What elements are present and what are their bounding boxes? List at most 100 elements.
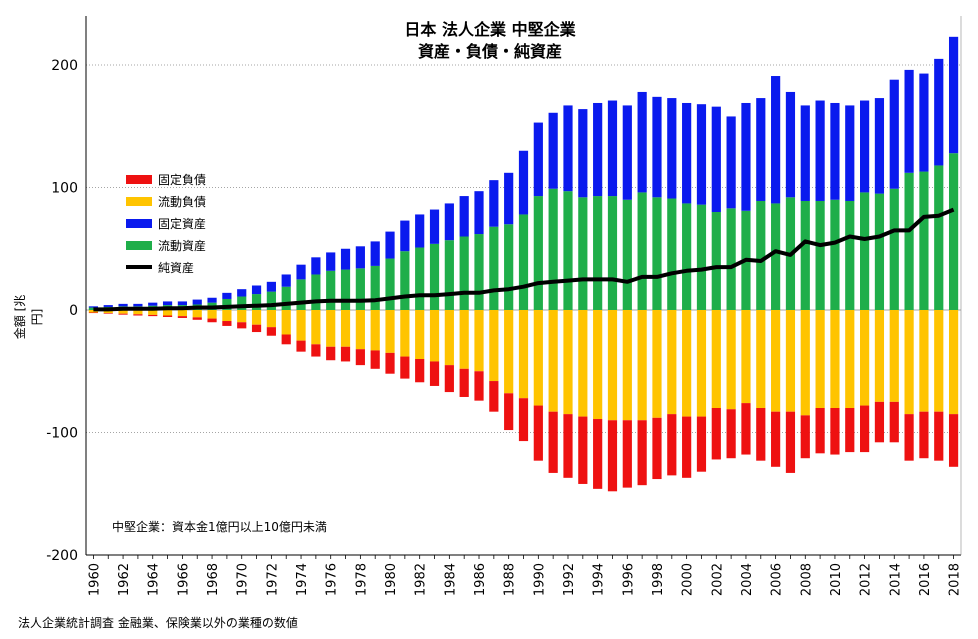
bar-current-liabilities [860,310,870,406]
x-tick-label: 1998 [651,563,666,596]
chart-title-line1: 日本 法人企業 中堅企業 [404,20,576,39]
bar-fixed-assets [251,285,262,295]
legend-swatch-net-assets [126,265,152,269]
bar-fixed-assets [874,98,885,194]
bar-fixed-liabilities [785,411,796,473]
bar-fixed-assets [860,100,870,193]
bar-fixed-liabilities [162,315,173,317]
bar-current-assets [860,192,870,310]
bar-current-assets [667,198,677,310]
bar-fixed-assets [340,248,351,270]
x-tick-label: 1964 [147,563,162,596]
legend-label: 流動負債 [158,194,207,209]
bar-fixed-liabilities [355,349,365,366]
bar-current-liabilities [444,310,454,366]
bar-current-liabilities [741,310,751,404]
bar-current-liabilities [415,310,425,359]
x-tick-label: 2002 [710,563,725,596]
bar-fixed-liabilities [177,316,187,318]
bar-fixed-liabilities [251,324,262,333]
bar-fixed-liabilities [207,318,217,323]
bar-fixed-liabilities [637,420,647,486]
bar-current-liabilities [948,310,959,415]
bar-fixed-assets [607,100,618,197]
bar-current-assets [429,243,440,310]
bar-current-assets [326,270,336,310]
bar-current-assets [593,196,603,310]
bar-current-assets [711,212,721,310]
bar-fixed-liabilities [504,393,514,431]
bar-current-assets [771,203,781,310]
bar-fixed-liabilities [696,416,707,472]
bar-current-assets [948,153,959,310]
x-tick-label: 1984 [443,563,458,596]
bar-fixed-liabilities [148,314,158,317]
bar-fixed-liabilities [548,411,558,473]
bar-current-liabilities [133,310,143,315]
bar-current-liabilities [622,310,632,421]
bar-fixed-assets [696,104,707,205]
bar-current-assets [296,279,306,310]
bar-fixed-assets [370,241,380,266]
bar-fixed-assets [563,105,573,192]
bar-fixed-assets [904,69,914,173]
bar-fixed-liabilities [934,411,944,461]
bar-fixed-assets [118,303,128,307]
bar-current-liabilities [726,310,736,410]
bar-fixed-assets [756,98,766,201]
bar-fixed-liabilities [133,314,143,316]
bar-fixed-liabilities [889,401,899,443]
bar-current-assets [934,165,944,310]
bar-fixed-assets [133,303,143,307]
bar-current-assets [800,200,810,310]
bar-current-liabilities [652,310,662,418]
bar-fixed-assets [726,116,736,209]
bar-current-liabilities [266,310,276,328]
bar-fixed-assets [281,274,291,287]
bar-fixed-liabilities [326,346,336,361]
bar-fixed-assets [326,252,336,271]
bar-current-liabilities [637,310,647,421]
bar-current-assets [251,294,262,310]
y-axis-label: 金額 [兆円] [13,294,44,340]
bar-fixed-liabilities [444,365,454,393]
bar-fixed-liabilities [845,408,855,453]
bar-current-assets [400,251,410,310]
legend-label: 純資産 [158,260,195,275]
bar-fixed-assets [355,246,365,269]
x-tick-label: 2016 [918,563,933,596]
bar-fixed-liabilities [237,322,247,329]
x-tick-label: 1960 [87,563,102,596]
bar-fixed-assets [919,73,929,172]
x-tick-label: 1986 [473,563,488,596]
bar-current-liabilities [222,310,232,322]
y-tick-label: -200 [46,548,78,564]
bar-current-assets [607,196,618,310]
x-tick-label: 1962 [117,563,132,596]
chart-note: 中堅企業：資本金1億円以上10億円未満 [112,520,327,534]
bar-fixed-assets [637,91,647,193]
bar-current-liabilities [904,310,914,415]
bar-current-liabilities [489,310,499,382]
bar-fixed-liabilities [711,408,721,460]
bar-fixed-assets [103,305,113,307]
bar-current-liabilities [340,310,351,347]
bar-current-assets [874,193,885,310]
bar-fixed-liabilities [459,368,469,397]
legend-item-fixed-assets: 固定資産 [126,212,206,234]
bar-current-assets [444,240,454,310]
bar-fixed-assets [207,297,217,303]
bar-fixed-assets [429,209,440,244]
bar-fixed-assets [518,150,529,215]
bar-fixed-liabilities [192,317,202,320]
bar-fixed-assets [815,100,825,201]
x-tick-label: 1972 [265,563,280,596]
bar-current-liabilities [667,310,677,415]
bar-current-assets [237,296,247,310]
bar-fixed-assets [622,105,632,200]
bar-current-liabilities [919,310,929,412]
bar-fixed-assets [415,214,425,248]
bar-fixed-assets [830,102,840,200]
legend-swatch-current-liabilities [126,196,152,206]
bar-current-assets [340,269,351,310]
